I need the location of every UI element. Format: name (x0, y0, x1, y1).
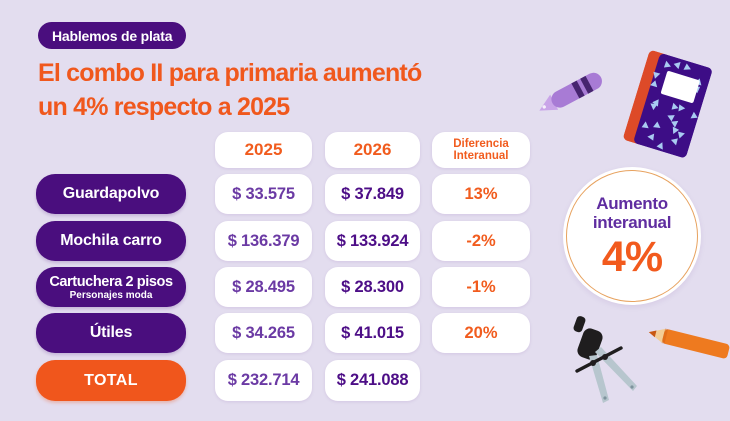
crayon-icon (532, 65, 611, 125)
cell-mochila-diff: -2% (432, 221, 530, 261)
column-header-2025: 2025 (215, 132, 312, 168)
row-label-cartuchera: Cartuchera 2 pisos Personajes moda (36, 267, 186, 307)
page-title: El combo II para primaria aumentó un 4% … (38, 56, 422, 124)
row-label-text: Útiles (89, 324, 133, 341)
row-label-guardapolvo: Guardapolvo (36, 174, 186, 214)
pencil-icon (644, 323, 730, 366)
row-label-text: Cartuchera 2 pisos (49, 273, 173, 290)
row-label-utiles: Útiles (36, 313, 186, 353)
highlight-line-2: interanual (592, 212, 672, 232)
cell-utiles-diff: 20% (432, 313, 530, 353)
topic-badge: Hablemos de plata (38, 22, 187, 49)
row-label-text: Guardapolvo (62, 185, 160, 202)
cell-mochila-2026: $ 133.924 (325, 221, 420, 261)
row-label-text: Mochila carro (60, 232, 162, 249)
cell-cartuchera-2026: $ 28.300 (325, 267, 420, 307)
row-label-text: TOTAL (84, 371, 138, 389)
cell-mochila-2025: $ 136.379 (215, 221, 312, 261)
cell-guardapolvo-diff: 13% (432, 174, 530, 214)
row-label-total: TOTAL (36, 360, 186, 401)
compass-icon (563, 314, 643, 415)
column-header-diferencia-interanual: Diferencia Interanual (432, 132, 530, 168)
highlight-line-1: Aumento (596, 193, 668, 213)
topic-badge-label: Hablemos de plata (52, 27, 173, 44)
cell-guardapolvo-2025: $ 33.575 (215, 174, 312, 214)
cell-cartuchera-diff: -1% (432, 267, 530, 307)
aumento-interanual-circle: Aumento interanual 4% (563, 167, 701, 305)
diff-header-line-1: Diferencia (453, 137, 509, 150)
diff-header-line-2: Interanual (453, 150, 509, 162)
row-sublabel-text: Personajes moda (69, 289, 153, 301)
highlight-value: 4% (601, 232, 663, 281)
cell-utiles-2026: $ 41.015 (325, 313, 420, 353)
cell-guardapolvo-2026: $ 37.849 (325, 174, 420, 214)
cell-utiles-2025: $ 34.265 (215, 313, 312, 353)
page-title-line-1: El combo II para primaria aumentó (38, 59, 422, 87)
notebook-icon (621, 50, 713, 164)
cell-total-2026: $ 241.088 (325, 360, 420, 401)
page-title-line-2: un 4% respecto a 2025 (38, 93, 290, 121)
cell-total-2025: $ 232.714 (215, 360, 312, 401)
cell-cartuchera-2025: $ 28.495 (215, 267, 312, 307)
row-label-mochila-carro: Mochila carro (36, 221, 186, 261)
column-header-2026: 2026 (325, 132, 420, 168)
